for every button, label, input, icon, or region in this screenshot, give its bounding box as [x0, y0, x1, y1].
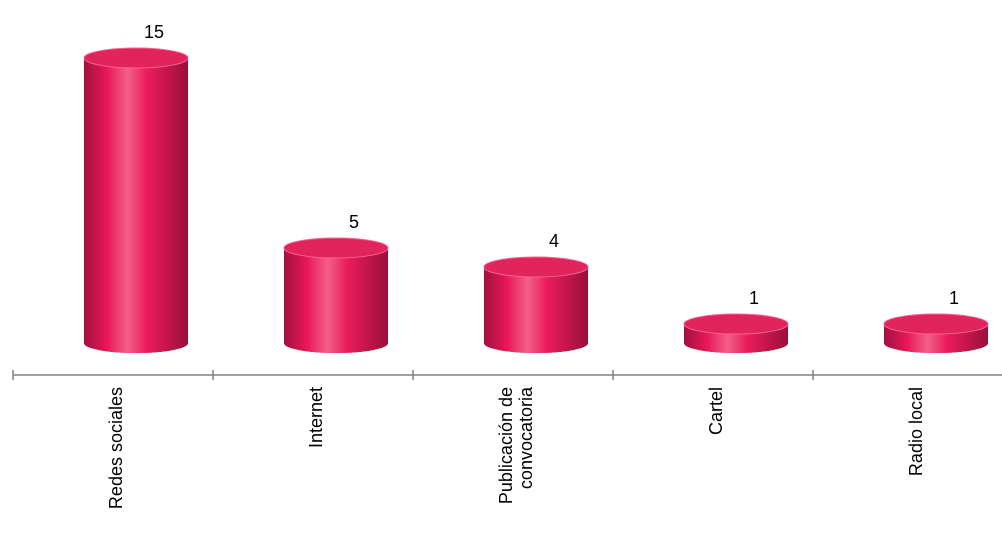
category-label: Radio local	[906, 387, 926, 476]
bar-top	[883, 313, 989, 335]
data-labels-group: 15 5 4 1 1	[144, 22, 959, 308]
category-label: Cartel	[706, 387, 726, 435]
data-label: 15	[144, 22, 164, 42]
x-axis	[12, 370, 1002, 380]
bar-base-front	[284, 342, 388, 353]
bar-top	[283, 237, 389, 259]
category-label: Redes sociales	[106, 387, 126, 509]
category-label: Publicación deconvocatoria	[496, 386, 536, 504]
bar-top	[683, 313, 789, 335]
bar-base-front	[684, 342, 788, 353]
bar-body	[484, 267, 588, 343]
bars-group	[83, 47, 989, 353]
bar-base-front	[484, 342, 588, 353]
bar-1	[83, 47, 189, 353]
data-label: 1	[949, 288, 959, 308]
bar-body	[84, 58, 188, 343]
data-label: 5	[349, 212, 359, 232]
bar-body	[284, 248, 388, 343]
bar-base-front	[84, 342, 188, 353]
data-label: 1	[749, 288, 759, 308]
category-labels-group: Redes sociales Internet Publicación deconv…	[106, 386, 926, 509]
bar-top	[83, 47, 189, 69]
bar-2	[283, 237, 389, 353]
bar-top	[483, 256, 589, 278]
bar-base-front	[884, 342, 988, 353]
bar-3	[483, 256, 589, 353]
bar-5	[883, 313, 989, 353]
data-label: 4	[549, 231, 559, 251]
bar-4	[683, 313, 789, 353]
category-label: Internet	[306, 387, 326, 448]
